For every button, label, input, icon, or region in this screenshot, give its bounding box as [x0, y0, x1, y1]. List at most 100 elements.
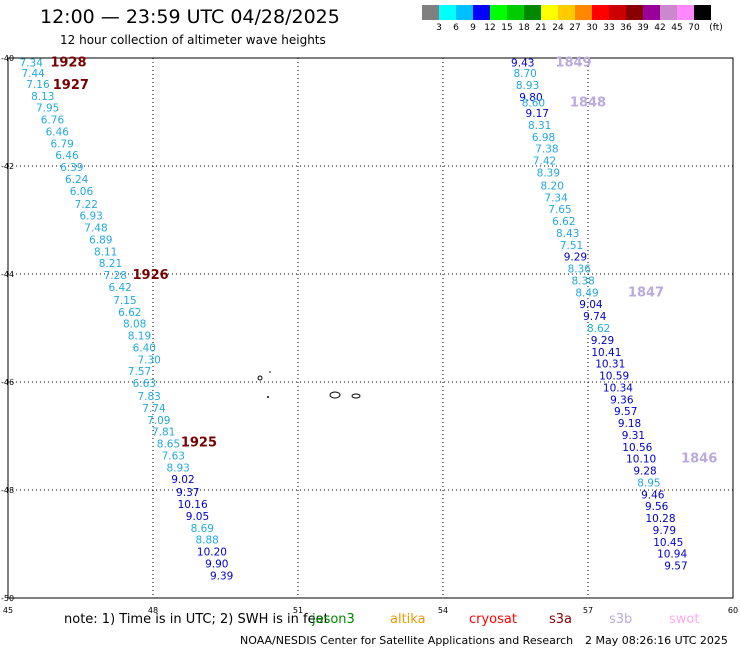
wave-height-value: 6.62 [118, 307, 141, 319]
map-grid [8, 58, 733, 598]
wave-height-value: 7.34 [544, 192, 568, 204]
orbit-number: 1848 [570, 95, 606, 110]
scale-swatch [524, 5, 541, 20]
scale-label: 45 [671, 23, 683, 33]
wave-height-value: 8.70 [513, 68, 536, 80]
wave-height-value: 7.95 [36, 103, 59, 115]
satellite-jason3: jason3 [312, 612, 355, 627]
wave-height-value: 7.34 [20, 57, 44, 69]
wave-height-value: 6.46 [46, 126, 70, 138]
scale-label: 3 [436, 23, 442, 33]
wave-height-value: 9.04 [579, 299, 603, 311]
satellite-s3a: s3a [549, 612, 573, 627]
wave-height-value: 9.29 [564, 252, 587, 264]
wave-height-value: 7.65 [548, 204, 571, 216]
wave-height-value: 8.36 [568, 264, 592, 276]
scale-swatch [456, 5, 473, 20]
island-shape [351, 393, 361, 399]
wave-height-value: 6.98 [532, 132, 555, 144]
island-shape [257, 375, 263, 381]
wave-height-value: 10.10 [626, 454, 656, 466]
wave-height-value: 6.76 [41, 115, 65, 127]
scale-swatch [592, 5, 609, 20]
orbit-number: 1927 [53, 78, 89, 93]
x-tick-label: 54 [438, 606, 448, 615]
wave-height-value: 9.02 [171, 474, 194, 486]
wave-height-value: 7.28 [104, 270, 127, 282]
scale-label: 6 [453, 23, 459, 33]
wave-height-value: 9.31 [622, 430, 645, 442]
wave-height-value: 7.48 [84, 223, 107, 235]
y-tick-label: -50 [1, 594, 14, 603]
x-tick-label: 51 [293, 606, 303, 615]
wave-height-value: 9.46 [641, 489, 665, 501]
wave-height-value: 10.56 [622, 442, 652, 454]
orbit-number: 1849 [555, 55, 591, 70]
wave-height-value: 8.69 [191, 523, 214, 535]
scale-label: 18 [518, 23, 530, 33]
x-tick-label: 48 [148, 606, 158, 615]
wave-height-value: 9.37 [176, 487, 199, 499]
wave-height-value: 9.36 [610, 394, 634, 406]
y-tick-label: -48 [1, 486, 14, 495]
orbit-number: 1928 [50, 55, 86, 70]
wave-height-value: 8.60 [522, 97, 545, 109]
scale-swatch [575, 5, 592, 20]
wave-height-value: 9.39 [210, 570, 233, 582]
wave-height-value: 8.43 [556, 228, 579, 240]
orbit-number: 1925 [181, 435, 217, 450]
x-tick-label: 60 [728, 606, 738, 615]
y-tick-label: -40 [1, 54, 14, 63]
wave-height-value: 9.18 [618, 418, 641, 430]
scale-label: 30 [586, 23, 598, 33]
x-tick-label: 45 [3, 606, 13, 615]
wave-height-value: 6.42 [108, 282, 131, 294]
wave-height-value: 6.39 [60, 162, 83, 174]
wave-height-value: 8.93 [166, 462, 189, 474]
scale-label: 15 [501, 23, 513, 33]
wave-height-value: 7.83 [137, 391, 160, 403]
scale-label: 24 [552, 23, 564, 33]
scale-swatch [609, 5, 626, 20]
wave-height-value: 7.15 [113, 295, 136, 307]
wave-height-value: 7.38 [535, 144, 558, 156]
scale-swatch [541, 5, 558, 20]
wave-height-value: 8.95 [637, 477, 660, 489]
scale-swatch [643, 5, 660, 20]
axis-ticks: 45 48 51 54 57 60 -40 -42 -44 -46 -48 -50 [1, 54, 738, 615]
wave-height-value: 6.63 [133, 378, 156, 390]
wave-height-value: 9.17 [526, 108, 549, 120]
satellite-s3b: s3b [609, 612, 633, 627]
wave-height-value: 7.22 [75, 199, 98, 211]
wave-height-value: 9.90 [205, 558, 228, 570]
wave-height-value: 7.09 [147, 415, 170, 427]
wave-height-value: 9.29 [591, 335, 614, 347]
wave-height-value: 8.19 [128, 331, 151, 343]
wave-height-value: 6.79 [50, 138, 73, 150]
scale-label: 39 [637, 23, 649, 33]
wave-height-value: 6.24 [65, 174, 89, 186]
wave-height-value: 7.44 [21, 68, 45, 80]
scale-swatch [626, 5, 643, 20]
wave-height-value: 7.63 [162, 450, 185, 462]
scale-swatch [558, 5, 575, 20]
scale-label: 12 [484, 23, 496, 33]
scale-label: 36 [620, 23, 632, 33]
map-frame [7, 57, 734, 599]
wave-height-value: 6.62 [552, 216, 575, 228]
footer-timestamp: 2 May 08:26:16 UTC 2025 [585, 634, 728, 647]
wave-height-value: 10.16 [178, 499, 208, 511]
wave-height-value: 9.80 [519, 92, 542, 104]
wave-height-value: 9.57 [664, 561, 687, 573]
map-border [7, 57, 734, 599]
wave-height-value: 9.79 [653, 525, 676, 537]
wave-height-value: 8.88 [195, 535, 218, 547]
wave-height-value: 9.05 [186, 511, 209, 523]
wave-height-value: 9.74 [583, 311, 607, 323]
wave-height-value: 8.93 [516, 80, 539, 92]
wave-height-value: 7.30 [137, 354, 160, 366]
wave-height-value: 6.46 [55, 150, 79, 162]
y-tick-label: -46 [1, 378, 14, 387]
orbit-number: 1847 [628, 285, 664, 300]
